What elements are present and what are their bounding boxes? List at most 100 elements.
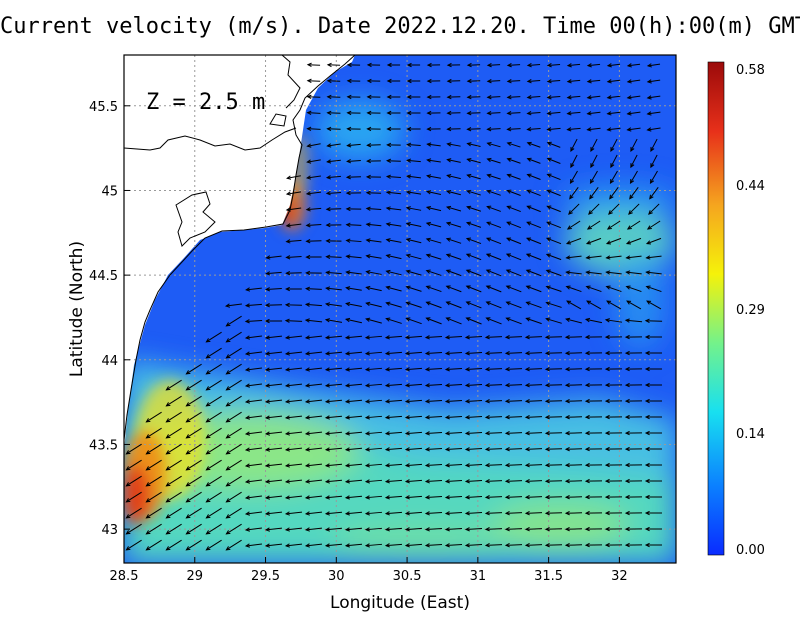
velocity-arrow bbox=[445, 317, 462, 325]
velocity-arrow bbox=[466, 189, 481, 196]
velocity-arrow bbox=[545, 285, 562, 293]
velocity-arrow bbox=[385, 190, 402, 195]
velocity-arrow bbox=[564, 430, 583, 436]
velocity-arrow bbox=[264, 415, 283, 420]
velocity-arrow bbox=[304, 431, 323, 436]
velocity-arrow bbox=[264, 431, 283, 436]
velocity-arrow bbox=[486, 157, 501, 164]
velocity-arrow bbox=[425, 190, 442, 195]
velocity-arrow bbox=[544, 526, 563, 532]
velocity-arrow bbox=[384, 431, 403, 436]
velocity-arrow bbox=[649, 187, 659, 200]
velocity-arrow bbox=[386, 78, 401, 84]
velocity-arrow bbox=[364, 511, 383, 516]
velocity-arrow bbox=[646, 220, 661, 230]
velocity-arrow bbox=[324, 302, 342, 307]
velocity-arrow bbox=[444, 431, 463, 436]
velocity-arrow bbox=[525, 301, 542, 309]
velocity-arrow bbox=[644, 446, 663, 452]
velocity-arrow bbox=[604, 366, 623, 372]
velocity-arrow bbox=[326, 110, 341, 116]
velocity-arrow bbox=[426, 142, 441, 147]
velocity-arrow bbox=[466, 62, 481, 68]
velocity-arrow bbox=[264, 447, 283, 452]
velocity-arrow bbox=[324, 463, 343, 468]
velocity-arrow bbox=[628, 203, 640, 215]
velocity-arrow bbox=[284, 431, 303, 436]
velocity-arrow bbox=[424, 367, 443, 372]
colorbar bbox=[707, 61, 725, 556]
velocity-arrow bbox=[405, 253, 422, 260]
velocity-arrow bbox=[445, 301, 462, 309]
velocity-arrow bbox=[506, 111, 521, 116]
velocity-arrow bbox=[504, 415, 523, 420]
velocity-arrow bbox=[145, 539, 162, 551]
velocity-arrow bbox=[644, 510, 663, 516]
velocity-arrow bbox=[486, 205, 501, 212]
velocity-arrow bbox=[545, 253, 562, 261]
velocity-arrow bbox=[584, 317, 603, 324]
velocity-arrow bbox=[406, 158, 421, 163]
velocity-arrow bbox=[465, 237, 482, 245]
velocity-arrow bbox=[325, 206, 342, 212]
velocity-arrow bbox=[304, 399, 323, 404]
velocity-arrow bbox=[344, 511, 363, 516]
velocity-arrow bbox=[544, 398, 563, 404]
velocity-arrow bbox=[225, 523, 242, 535]
velocity-arrow bbox=[526, 173, 541, 180]
velocity-arrow bbox=[404, 399, 423, 404]
velocity-arrow bbox=[304, 335, 323, 340]
velocity-arrow bbox=[485, 285, 502, 293]
velocity-arrow bbox=[486, 78, 501, 84]
velocity-arrow bbox=[185, 427, 202, 439]
velocity-arrow bbox=[484, 399, 503, 404]
velocity-arrow bbox=[446, 189, 461, 196]
velocity-arrow bbox=[564, 526, 583, 532]
velocity-arrow bbox=[304, 383, 323, 388]
velocity-arrow bbox=[426, 126, 441, 132]
velocity-arrow bbox=[506, 78, 521, 84]
velocity-arrow bbox=[644, 318, 663, 324]
velocity-arrow bbox=[466, 94, 481, 100]
velocity-arrow bbox=[625, 285, 642, 293]
velocity-arrow bbox=[546, 205, 561, 213]
velocity-arrow bbox=[629, 187, 639, 200]
velocity-arrow bbox=[125, 539, 142, 551]
velocity-arrow bbox=[466, 142, 481, 148]
velocity-arrow bbox=[225, 363, 242, 375]
velocity-arrow bbox=[364, 351, 383, 356]
velocity-arrow bbox=[405, 206, 422, 211]
velocity-arrow bbox=[466, 173, 481, 180]
velocity-arrow bbox=[306, 143, 321, 148]
velocity-arrow bbox=[645, 237, 662, 245]
velocity-arrow bbox=[185, 475, 202, 487]
velocity-arrow bbox=[524, 510, 543, 516]
velocity-arrow bbox=[564, 510, 583, 516]
velocity-arrow bbox=[285, 207, 302, 212]
velocity-arrow bbox=[264, 318, 283, 324]
velocity-arrow bbox=[444, 335, 463, 340]
velocity-arrow bbox=[324, 367, 343, 372]
velocity-arrow bbox=[584, 494, 603, 500]
velocity-arrow bbox=[585, 237, 602, 245]
velocity-arrow bbox=[386, 158, 401, 164]
velocity-arrow bbox=[405, 301, 422, 308]
colorbar-frame bbox=[707, 61, 725, 556]
velocity-arrow bbox=[465, 221, 482, 228]
velocity-arrow bbox=[546, 79, 561, 84]
velocity-arrow bbox=[424, 511, 443, 516]
velocity-arrow bbox=[384, 335, 403, 340]
velocity-arrow bbox=[304, 495, 323, 500]
velocity-arrow bbox=[425, 317, 442, 325]
velocity-arrow bbox=[584, 542, 603, 548]
velocity-arrow bbox=[610, 138, 618, 152]
velocity-arrow bbox=[584, 446, 603, 452]
velocity-arrow bbox=[624, 366, 643, 372]
velocity-arrow bbox=[586, 95, 601, 100]
velocity-arrow bbox=[466, 158, 481, 164]
velocity-arrow bbox=[504, 383, 523, 388]
velocity-arrow bbox=[464, 431, 483, 436]
velocity-arrow bbox=[165, 523, 182, 535]
velocity-arrow bbox=[564, 366, 583, 372]
velocity-arrow bbox=[604, 542, 623, 548]
